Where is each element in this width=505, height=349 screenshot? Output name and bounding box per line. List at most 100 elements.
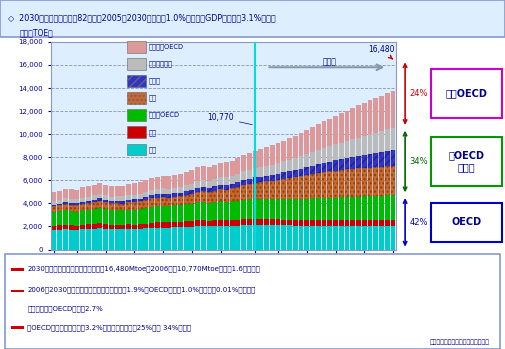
- Bar: [167, 188, 171, 194]
- Bar: [97, 198, 103, 201]
- Text: OECD: OECD: [451, 217, 482, 227]
- Bar: [167, 228, 171, 250]
- Bar: [305, 220, 309, 225]
- Bar: [52, 212, 57, 226]
- Bar: [368, 196, 372, 220]
- Bar: [224, 226, 229, 250]
- Bar: [293, 158, 298, 170]
- Bar: [69, 199, 74, 203]
- Bar: [155, 206, 160, 222]
- Bar: [143, 229, 148, 250]
- Text: 34%: 34%: [410, 157, 428, 166]
- Bar: [138, 194, 142, 199]
- Bar: [235, 225, 240, 250]
- Bar: [115, 196, 120, 201]
- Bar: [350, 108, 355, 139]
- Bar: [75, 226, 79, 230]
- Bar: [241, 171, 246, 180]
- Bar: [213, 191, 217, 202]
- Bar: [103, 195, 108, 200]
- Bar: [103, 209, 108, 224]
- Bar: [132, 210, 137, 225]
- Bar: [115, 203, 120, 210]
- Text: その他OECD: その他OECD: [149, 112, 180, 119]
- Bar: [287, 178, 292, 199]
- Bar: [350, 197, 355, 220]
- Bar: [293, 170, 298, 177]
- Bar: [161, 176, 166, 188]
- Bar: [189, 190, 194, 194]
- Bar: [63, 189, 68, 199]
- Bar: [97, 194, 103, 198]
- Bar: [178, 174, 183, 187]
- Bar: [276, 179, 280, 199]
- Bar: [172, 197, 177, 205]
- Bar: [155, 194, 160, 198]
- Bar: [322, 121, 326, 148]
- Bar: [373, 153, 378, 167]
- Bar: [69, 190, 74, 199]
- Bar: [235, 187, 240, 201]
- Bar: [132, 229, 137, 250]
- Bar: [276, 225, 280, 250]
- Bar: [52, 230, 57, 250]
- Bar: [207, 203, 212, 221]
- Bar: [184, 221, 188, 227]
- Bar: [218, 163, 223, 178]
- Bar: [259, 225, 263, 250]
- Bar: [281, 225, 286, 250]
- FancyBboxPatch shape: [127, 42, 145, 53]
- Bar: [213, 226, 217, 250]
- Bar: [385, 151, 390, 166]
- Bar: [368, 220, 372, 225]
- Bar: [264, 199, 269, 219]
- Bar: [63, 210, 68, 225]
- Bar: [149, 178, 154, 190]
- Bar: [57, 230, 62, 250]
- Bar: [224, 202, 229, 220]
- Bar: [305, 174, 309, 199]
- Bar: [121, 229, 125, 250]
- Bar: [293, 177, 298, 199]
- Bar: [189, 184, 194, 190]
- Bar: [103, 229, 108, 250]
- Bar: [195, 202, 200, 220]
- Bar: [121, 225, 125, 229]
- Bar: [184, 185, 188, 191]
- Bar: [298, 220, 304, 225]
- Bar: [86, 210, 91, 224]
- Text: 非OECDアジアの伸び率は3.2%、シェアは世界の25%から 34%に拡大: 非OECDアジアの伸び率は3.2%、シェアは世界の25%から 34%に拡大: [27, 325, 191, 331]
- Bar: [92, 185, 96, 195]
- Bar: [80, 225, 85, 229]
- Bar: [344, 197, 349, 220]
- Bar: [92, 200, 96, 202]
- Bar: [132, 202, 137, 210]
- Bar: [356, 220, 361, 225]
- Bar: [195, 226, 200, 250]
- Bar: [75, 200, 79, 203]
- Bar: [149, 190, 154, 195]
- Bar: [52, 206, 57, 212]
- Bar: [115, 229, 120, 250]
- Bar: [143, 180, 148, 192]
- Bar: [143, 224, 148, 229]
- Bar: [109, 186, 114, 196]
- Bar: [69, 205, 74, 211]
- Bar: [350, 157, 355, 169]
- Bar: [252, 177, 258, 183]
- Bar: [218, 225, 223, 250]
- Bar: [189, 170, 194, 184]
- Bar: [287, 160, 292, 171]
- Bar: [259, 177, 263, 182]
- Bar: [235, 201, 240, 220]
- Bar: [344, 141, 349, 158]
- Bar: [362, 220, 367, 225]
- Bar: [75, 205, 79, 212]
- Bar: [259, 167, 263, 177]
- Bar: [207, 181, 212, 188]
- Bar: [172, 222, 177, 227]
- Bar: [379, 220, 384, 225]
- Text: ◇  2030年の世界の人口も82億人（2005～2030年伸び率1.0%）、実質GDP伸び率を3.1%と想定: ◇ 2030年の世界の人口も82億人（2005～2030年伸び率1.0%）、実質…: [8, 14, 275, 23]
- Bar: [213, 165, 217, 179]
- Bar: [276, 199, 280, 219]
